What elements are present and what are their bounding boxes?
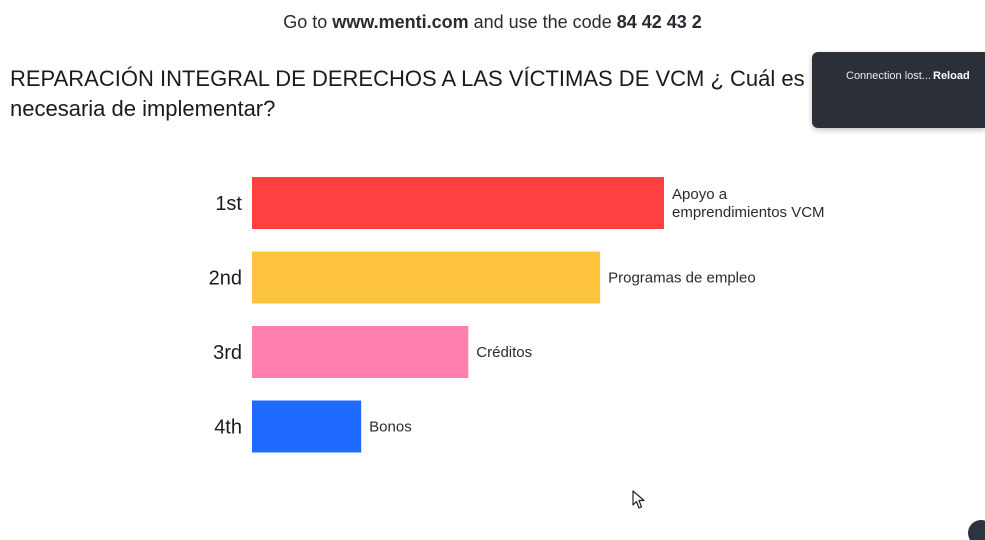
toast-message: Connection lost... (846, 70, 931, 82)
ranking-bar-1 (252, 177, 664, 229)
reload-button[interactable]: Reload (933, 70, 970, 82)
bar-label-2: Programas de empleo (608, 270, 756, 287)
join-prefix: Go to (283, 12, 333, 32)
question-title: REPARACIÓN INTEGRAL DE DERECHOS A LAS VÍ… (10, 64, 970, 124)
join-code: 84 42 43 2 (616, 12, 702, 32)
bar-label-3: Créditos (476, 344, 532, 361)
bar-label-line: Apoyo a (672, 186, 728, 203)
join-instructions: Go to www.menti.com and use the code 84 … (0, 12, 985, 33)
corner-badge-icon (968, 520, 985, 540)
ranking-bar-3 (252, 326, 469, 378)
bar-label-line: Bonos (369, 419, 412, 436)
bar-label-4: Bonos (369, 419, 412, 436)
join-middle: and use the code (468, 12, 617, 32)
bar-label-1: Apoyo a emprendimientos VCM (672, 186, 825, 221)
question-line-2: necesaria de implementar? (10, 96, 276, 121)
bar-label-line: Programas de empleo (608, 270, 756, 287)
bar-label-line: Créditos (476, 344, 532, 361)
ranking-bar-2 (252, 251, 601, 304)
rank-label-2: 2nd (209, 268, 242, 290)
ranking-bar-4 (252, 400, 362, 453)
join-url: www.menti.com (332, 12, 469, 32)
mouse-cursor-icon (632, 490, 645, 509)
question-line-1: REPARACIÓN INTEGRAL DE DERECHOS A LAS VÍ… (10, 66, 876, 91)
bar-label-line: emprendimientos VCM (672, 204, 825, 221)
rank-label-4: 4th (214, 417, 242, 439)
rank-label-1: 1st (215, 193, 242, 215)
connection-lost-toast: Connection lost... Reload (812, 52, 985, 128)
rank-label-3: 3rd (213, 342, 242, 364)
